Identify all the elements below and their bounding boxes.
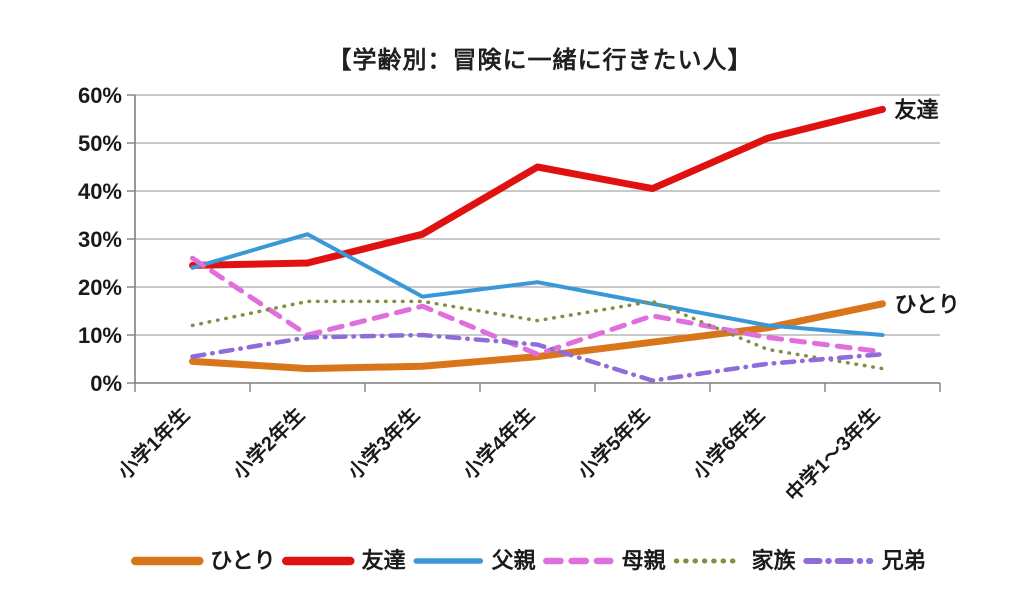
y-axis-tick-label: 30% — [78, 227, 122, 252]
series-line-母親 — [190, 255, 885, 357]
y-axis-tick-label: 0% — [90, 371, 122, 396]
x-axis-tick-label: 小学5年生 — [573, 403, 654, 484]
x-axis-tick-label: 小学4年生 — [458, 403, 539, 484]
series-line-兄弟 — [190, 332, 885, 383]
y-axis-tick-label: 20% — [78, 275, 122, 300]
legend-label-chichioya: 父親 — [491, 548, 536, 573]
chart-title: 【学齢別：冒険に一緒に行きたい人】 — [327, 47, 753, 74]
y-axis-tick-label: 40% — [78, 179, 122, 204]
series-end-label: ひとり — [895, 292, 960, 317]
legend-line-sample-hitori — [131, 556, 204, 566]
legend-line-sample-tomodachi — [282, 556, 355, 566]
legend-line-sample-chichioya — [413, 558, 484, 564]
legend-item-kazoku: 家族 — [672, 550, 796, 572]
legend-label-tomodachi: 友達 — [361, 548, 406, 573]
legend-line-sample-kyoudai — [803, 558, 874, 564]
x-axis-tick-label: 小学3年生 — [343, 403, 424, 484]
line-chart-plot-area: 0% 10% 20% 30% 40% 50% 60% 小学1年生 小学2年生 小学3年生 小学4年生… — [78, 83, 960, 506]
x-axis-tick-label: 中学1〜3年生 — [781, 403, 884, 506]
legend-label-hahaoya: 母親 — [621, 548, 666, 573]
x-axis-tick-label: 小学1年生 — [113, 403, 194, 484]
legend-line-sample-hahaoya — [543, 557, 614, 565]
legend-label-hitori: ひとり — [210, 548, 276, 573]
series-line-家族 — [190, 299, 885, 371]
legend-item-kyoudai: 兄弟 — [802, 550, 926, 572]
series-line-ひとり — [189, 300, 886, 373]
legend-label-kyoudai: 兄弟 — [881, 548, 926, 573]
y-axis-tick-label: 10% — [78, 323, 122, 348]
series-line-父親 — [190, 232, 885, 337]
legend-item-hahaoya: 母親 — [542, 550, 666, 572]
legend-item-tomodachi: 友達 — [282, 550, 406, 572]
legend-item-chichioya: 父親 — [412, 550, 536, 572]
y-axis-tick-label: 60% — [78, 83, 122, 108]
legend-item-hitori: ひとり — [130, 548, 276, 573]
chart-legend: ひとり 友達 父親 母親 家族 兄弟 — [127, 550, 928, 572]
y-axis-tick-label: 50% — [78, 131, 122, 156]
x-axis-tick-label: 小学2年生 — [228, 403, 309, 484]
series-end-label: 友達 — [895, 97, 939, 122]
legend-label-kazoku: 家族 — [751, 548, 796, 573]
x-axis-tick-label: 小学6年生 — [688, 403, 769, 484]
series-line-友達 — [189, 105, 886, 269]
legend-line-sample-kazoku — [674, 558, 744, 564]
